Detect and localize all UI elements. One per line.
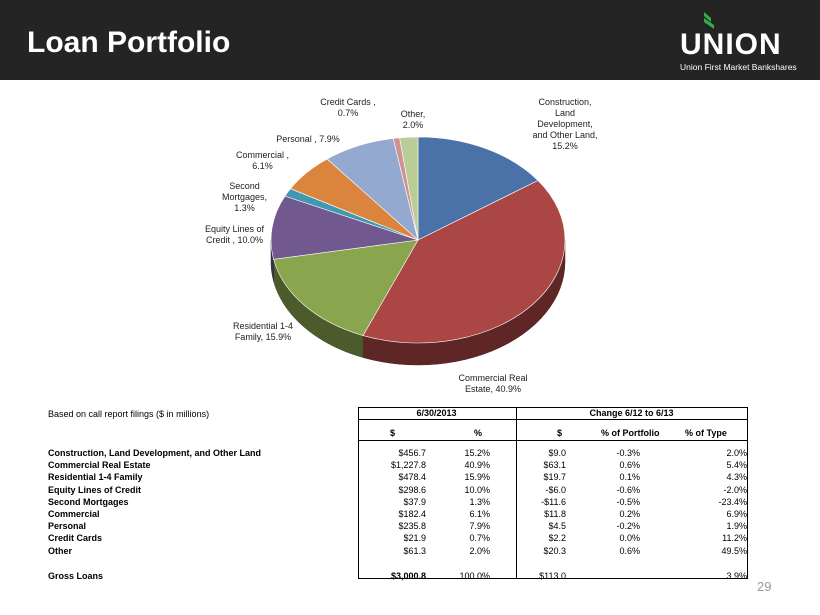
- total-row-label: Gross Loans: [48, 571, 104, 581]
- table-cell: 15.2%: [464, 448, 490, 458]
- table-cell: $478.4: [398, 472, 426, 483]
- table-cell: $37.9: [403, 496, 426, 507]
- table-cell: $63.1: [543, 460, 566, 471]
- pie-slice-1: [362, 180, 566, 344]
- loan-table: [358, 407, 748, 579]
- table-cell: -0.2%: [616, 521, 640, 532]
- table-row-label: Equity Lines of Credit: [48, 484, 142, 495]
- table-cell: 7.9%: [469, 521, 490, 532]
- page-number: 29: [757, 579, 772, 594]
- table-row-label: Commercial: [48, 509, 100, 519]
- table-cell: $235.8: [398, 521, 426, 532]
- group-header-date: 6/30/2013: [416, 408, 457, 418]
- table-cell: 4.3%: [726, 472, 747, 483]
- table-cell: 1.3%: [469, 496, 490, 507]
- table-cell: $4.5: [548, 521, 566, 532]
- pie-label-construction: Construction, Land Development, and Othe…: [532, 97, 598, 151]
- table-cell: -23.4%: [718, 496, 747, 507]
- col-header: $: [557, 428, 563, 438]
- table-cell: -2.0%: [723, 484, 747, 495]
- table-cell: $20.3: [543, 545, 566, 556]
- pie-label-commercial: Commercial , 6.1%: [235, 150, 289, 171]
- table-cell: 1.9%: [726, 521, 747, 532]
- table-cell: 0.7%: [469, 533, 490, 544]
- table-cell: 0.6%: [619, 545, 640, 556]
- table-row-label: Personal: [48, 521, 87, 532]
- pie-slice-0: [417, 136, 539, 241]
- col-header: % of Type: [685, 428, 727, 438]
- pie-slice-8: [399, 136, 419, 241]
- table-cell: $19.7: [543, 472, 566, 483]
- table-cell: $61.3: [403, 545, 426, 556]
- table-cell: $9.0: [548, 448, 566, 458]
- table-cell: $298.6: [398, 484, 426, 495]
- table-cell: -$11.6: [541, 496, 566, 507]
- table-cell: $2.2: [548, 533, 566, 544]
- table-cell: 0.6%: [619, 460, 640, 471]
- slide-header: Loan Portfolio UNION Union First Market …: [0, 0, 820, 80]
- table-cell: 6.9%: [726, 509, 747, 519]
- table-cell: 2.0%: [726, 448, 747, 458]
- table-cell: $1,227.8: [390, 460, 426, 471]
- table-cell: -$6.0: [545, 484, 566, 495]
- table-cell: 0.2%: [619, 509, 640, 519]
- table-cell: 100.0%: [459, 571, 490, 581]
- loan-pie-chart: [270, 136, 566, 366]
- table-cell: $456.7: [398, 448, 426, 458]
- col-header: %: [474, 428, 483, 438]
- pie-label-other: Other, 2.0%: [400, 109, 426, 130]
- table-row-label: Other: [48, 545, 73, 556]
- divider: [359, 419, 747, 420]
- pie-label-equity-lines: Equity Lines of Credit , 10.0%: [204, 224, 265, 245]
- table-row-label: Commercial Real Estate: [48, 460, 151, 471]
- table-cell: 6.1%: [469, 509, 490, 519]
- table-cell: -0.3%: [616, 448, 640, 458]
- logo-wordmark: UNION: [680, 28, 782, 61]
- table-cell: 49.5%: [721, 545, 747, 556]
- table-cell: 0.0%: [619, 533, 640, 544]
- table-cell: $21.9: [403, 533, 426, 544]
- pie-slice-2: [273, 239, 419, 336]
- table-row-label: Construction, Land Development, and Othe…: [48, 448, 262, 458]
- table-note: Based on call report filings ($ in milli…: [48, 409, 210, 419]
- page-title: Loan Portfolio: [27, 26, 231, 59]
- pie-slice-3: [270, 195, 419, 260]
- table-cell: 3.9%: [726, 571, 747, 581]
- table-cell: 0.1%: [619, 472, 640, 483]
- pie-label-second-mortgages: Second Mortgages, 1.3%: [221, 181, 268, 213]
- divider: [359, 440, 747, 441]
- union-logo: UNION Union First Market Bankshares: [680, 12, 810, 72]
- pie-label-residential: Residential 1-4 Family, 15.9%: [232, 321, 294, 342]
- pie-label-commercial-real-estate: Commercial Real Estate, 40.9%: [458, 373, 528, 394]
- table-cell: 15.9%: [464, 472, 490, 483]
- table-cell: $11.8: [544, 509, 566, 519]
- table-cell: 40.9%: [464, 460, 490, 471]
- col-header: % of Portfolio: [601, 428, 660, 438]
- table-cell: $3,000.8: [390, 571, 426, 581]
- table-cell: 10.0%: [464, 484, 490, 495]
- table-cell: -0.5%: [616, 496, 640, 507]
- pie-label-personal: Personal , 7.9%: [276, 134, 340, 144]
- logo-chevron-icon: [704, 12, 714, 29]
- table-cell: 11.2%: [722, 533, 747, 544]
- pie-label-credit-cards: Credit Cards , 0.7%: [320, 97, 376, 118]
- group-header-change: Change 6/12 to 6/13: [589, 408, 674, 418]
- table-cell: 5.4%: [726, 460, 747, 471]
- table-cell: -0.6%: [616, 484, 640, 495]
- logo-subtitle: Union First Market Bankshares: [680, 62, 797, 72]
- table-row-label: Residential 1-4 Family: [48, 472, 143, 483]
- table-cell: 2.0%: [469, 545, 490, 556]
- table-cell: $113.0: [539, 571, 566, 581]
- table-row-label: Credit Cards: [48, 533, 103, 544]
- divider: [516, 408, 517, 578]
- col-header: $: [390, 428, 396, 438]
- table-row-label: Second Mortgages: [48, 496, 129, 507]
- table-cell: $182.4: [398, 509, 426, 519]
